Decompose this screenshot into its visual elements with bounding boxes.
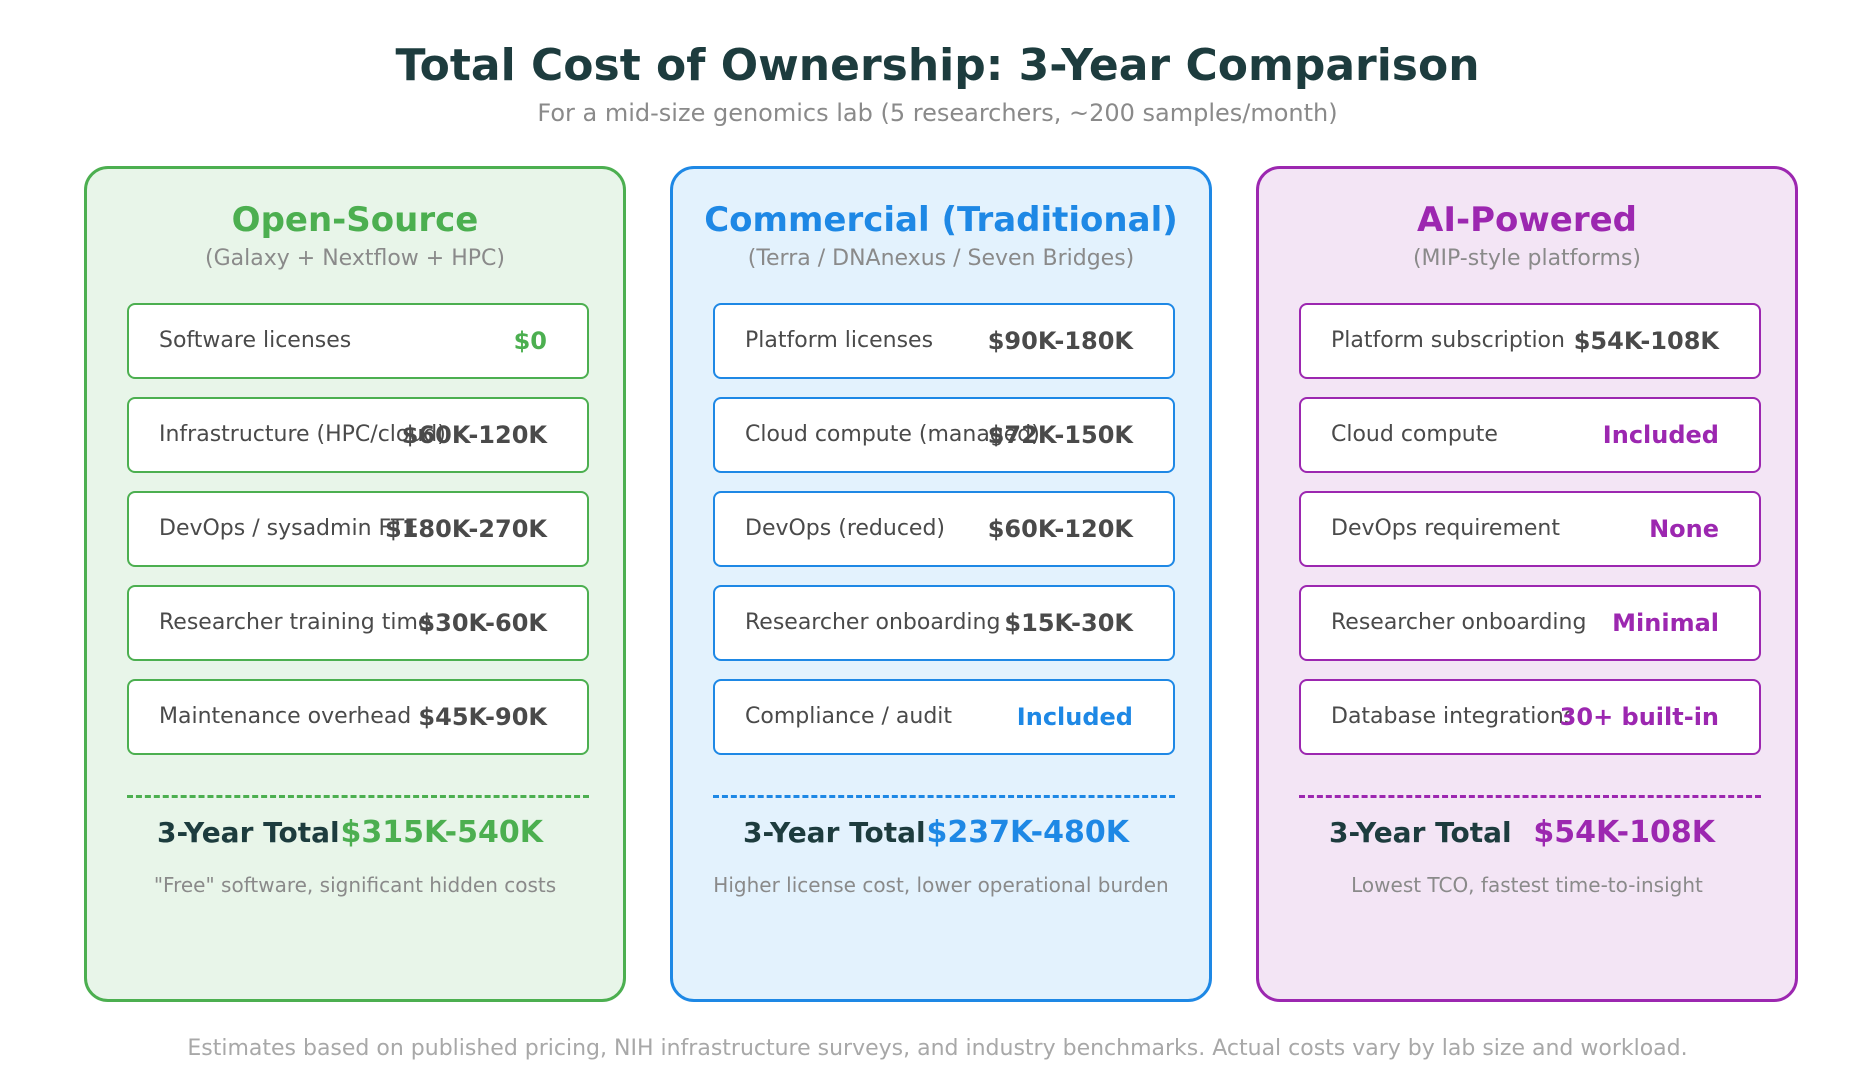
cost-row: Software licenses $0 (127, 303, 589, 379)
cost-row-label: Database integrations (1331, 704, 1576, 729)
cost-row: Compliance / audit Included (713, 679, 1175, 755)
cost-row: DevOps (reduced) $60K-120K (713, 491, 1175, 567)
cost-row-label: DevOps / sysadmin FTE (159, 516, 419, 541)
cost-row-value: 30+ built-in (1559, 703, 1719, 731)
cost-row-label: Researcher training time (159, 610, 432, 635)
total-label: 3-Year Total (157, 816, 340, 849)
total-value: $237K-480K (926, 815, 1129, 850)
cost-row-label: Maintenance overhead (159, 704, 412, 729)
total-label: 3-Year Total (1329, 816, 1512, 849)
cost-rows: Software licenses $0 Infrastructure (HPC… (127, 303, 589, 773)
cost-row-label: Platform licenses (745, 328, 934, 353)
cost-row-label: Compliance / audit (745, 704, 953, 729)
card-title: AI-Powered (1417, 200, 1637, 240)
card-subtitle: (MIP-style platforms) (1412, 246, 1642, 271)
card-note: Higher license cost, lower operational b… (713, 873, 1169, 897)
cost-row: DevOps / sysadmin FTE $180K-270K (127, 491, 589, 567)
dashed-divider (713, 795, 1175, 798)
cost-row: Cloud compute Included (1299, 397, 1761, 473)
cost-row-value: $72K-150K (987, 421, 1133, 449)
page-title: Total Cost of Ownership: 3-Year Comparis… (395, 40, 1480, 91)
card-note: "Free" software, significant hidden cost… (153, 873, 557, 897)
cost-row-value: None (1649, 515, 1719, 543)
cost-row: Researcher onboarding Minimal (1299, 585, 1761, 661)
cost-row-label: DevOps (reduced) (745, 516, 945, 541)
cost-row-value: $0 (513, 327, 547, 355)
cost-row-value: $54K-108K (1573, 327, 1719, 355)
cost-row-label: Researcher onboarding (745, 610, 1001, 635)
cost-row-label: Cloud compute (managed) (745, 422, 1040, 447)
cost-row-value: $180K-270K (385, 515, 547, 543)
page-subtitle: For a mid-size genomics lab (5 researche… (537, 99, 1338, 127)
card-title: Commercial (Traditional) (704, 200, 1178, 240)
cost-row-label: Software licenses (159, 328, 352, 353)
dashed-divider (1299, 795, 1761, 798)
cost-row-value: Minimal (1612, 609, 1719, 637)
card-title: Open-Source (231, 200, 479, 240)
total-label: 3-Year Total (743, 816, 926, 849)
total-value: $315K-540K (340, 815, 543, 850)
cost-rows: Platform licenses $90K-180K Cloud comput… (713, 303, 1175, 773)
cost-row-value: $60K-120K (987, 515, 1133, 543)
card-note: Lowest TCO, fastest time-to-insight (1351, 873, 1703, 897)
cost-row: Maintenance overhead $45K-90K (127, 679, 589, 755)
card-ai-powered: AI-Powered (MIP-style platforms) Platfor… (1256, 166, 1798, 1002)
cost-row-value: $15K-30K (1004, 609, 1133, 637)
cost-rows: Platform subscription $54K-108K Cloud co… (1299, 303, 1761, 773)
cost-row-label: DevOps requirement (1331, 516, 1560, 541)
cost-row-value: Included (1602, 421, 1719, 449)
cost-row-label: Platform subscription (1331, 328, 1565, 353)
cost-row: Database integrations 30+ built-in (1299, 679, 1761, 755)
card-open-source: Open-Source (Galaxy + Nextflow + HPC) So… (84, 166, 626, 1002)
cost-row: Platform licenses $90K-180K (713, 303, 1175, 379)
cost-row-value: $30K-60K (418, 609, 547, 637)
card-commercial: Commercial (Traditional) (Terra / DNAnex… (670, 166, 1212, 1002)
cost-row: Infrastructure (HPC/cloud) $60K-120K (127, 397, 589, 473)
cost-row-label: Cloud compute (1331, 422, 1498, 447)
cost-row-value: $90K-180K (987, 327, 1133, 355)
cost-row: Cloud compute (managed) $72K-150K (713, 397, 1175, 473)
dashed-divider (127, 795, 589, 798)
cost-row: Platform subscription $54K-108K (1299, 303, 1761, 379)
cost-row: Researcher onboarding $15K-30K (713, 585, 1175, 661)
cost-row-value: Included (1016, 703, 1133, 731)
cost-row-value: $60K-120K (401, 421, 547, 449)
card-subtitle: (Galaxy + Nextflow + HPC) (205, 246, 505, 271)
cost-row: Researcher training time $30K-60K (127, 585, 589, 661)
cost-row: DevOps requirement None (1299, 491, 1761, 567)
total-value: $54K-108K (1533, 815, 1715, 850)
cost-row-label: Infrastructure (HPC/cloud) (159, 422, 446, 447)
footnote: Estimates based on published pricing, NI… (187, 1036, 1688, 1061)
cost-row-value: $45K-90K (418, 703, 547, 731)
cost-row-label: Researcher onboarding (1331, 610, 1587, 635)
card-subtitle: (Terra / DNAnexus / Seven Bridges) (747, 246, 1135, 271)
